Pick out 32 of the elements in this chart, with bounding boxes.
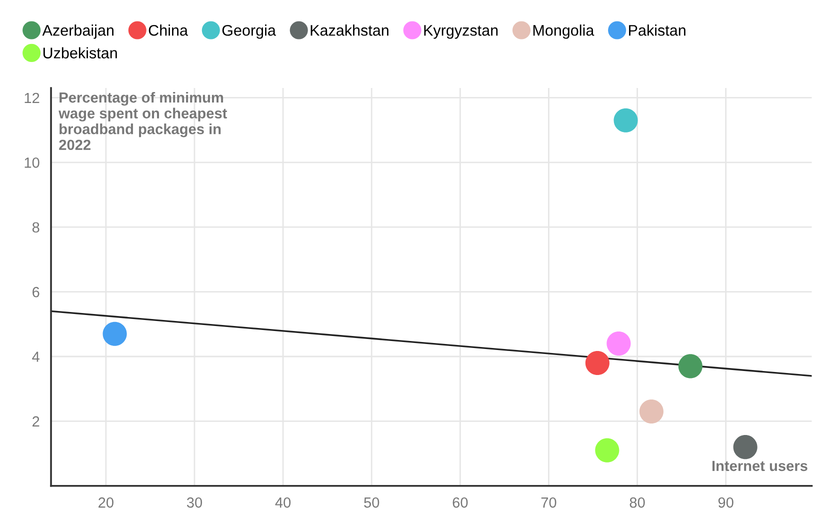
point xyxy=(678,354,702,378)
point xyxy=(102,322,127,346)
legend-label: Pakistan xyxy=(629,24,686,36)
point xyxy=(733,435,758,460)
y-tick-label: 8 xyxy=(32,222,40,233)
point xyxy=(639,399,664,424)
x-tick-label: 80 xyxy=(630,497,645,508)
legend-label: Kazakhstan xyxy=(310,24,388,36)
y-tick-label: 12 xyxy=(24,92,40,103)
x-axis-title: Internet users xyxy=(712,460,808,472)
y-tick-label: 4 xyxy=(32,352,40,362)
legend-label: Mongolia xyxy=(533,24,594,39)
y-tick-label: 10 xyxy=(24,158,40,168)
y-tick-label: 2 xyxy=(32,416,40,426)
point xyxy=(585,350,610,375)
y-axis-title: Percentage of minimum wage spent on cheapest broadband packages in 2022 xyxy=(58,92,228,150)
legend-label: Kyrgyzstan xyxy=(424,25,498,39)
y-tick-label: 6 xyxy=(32,286,40,298)
legend-label: China xyxy=(148,24,188,36)
x-tick-label: 50 xyxy=(364,497,380,508)
x-tick-label: 40 xyxy=(275,497,291,508)
point xyxy=(606,332,631,356)
point xyxy=(595,438,620,462)
x-tick-label: 60 xyxy=(452,497,468,508)
x-tick-label: 20 xyxy=(98,497,114,508)
point xyxy=(614,108,638,132)
legend-label: Uzbekistan xyxy=(43,47,117,58)
legend-label: Azerbaijan xyxy=(42,24,114,39)
x-tick-label: 70 xyxy=(541,497,556,508)
x-tick-label: 90 xyxy=(718,497,734,508)
x-tick-label: 30 xyxy=(186,497,202,508)
legend-label: Georgia xyxy=(222,24,276,39)
